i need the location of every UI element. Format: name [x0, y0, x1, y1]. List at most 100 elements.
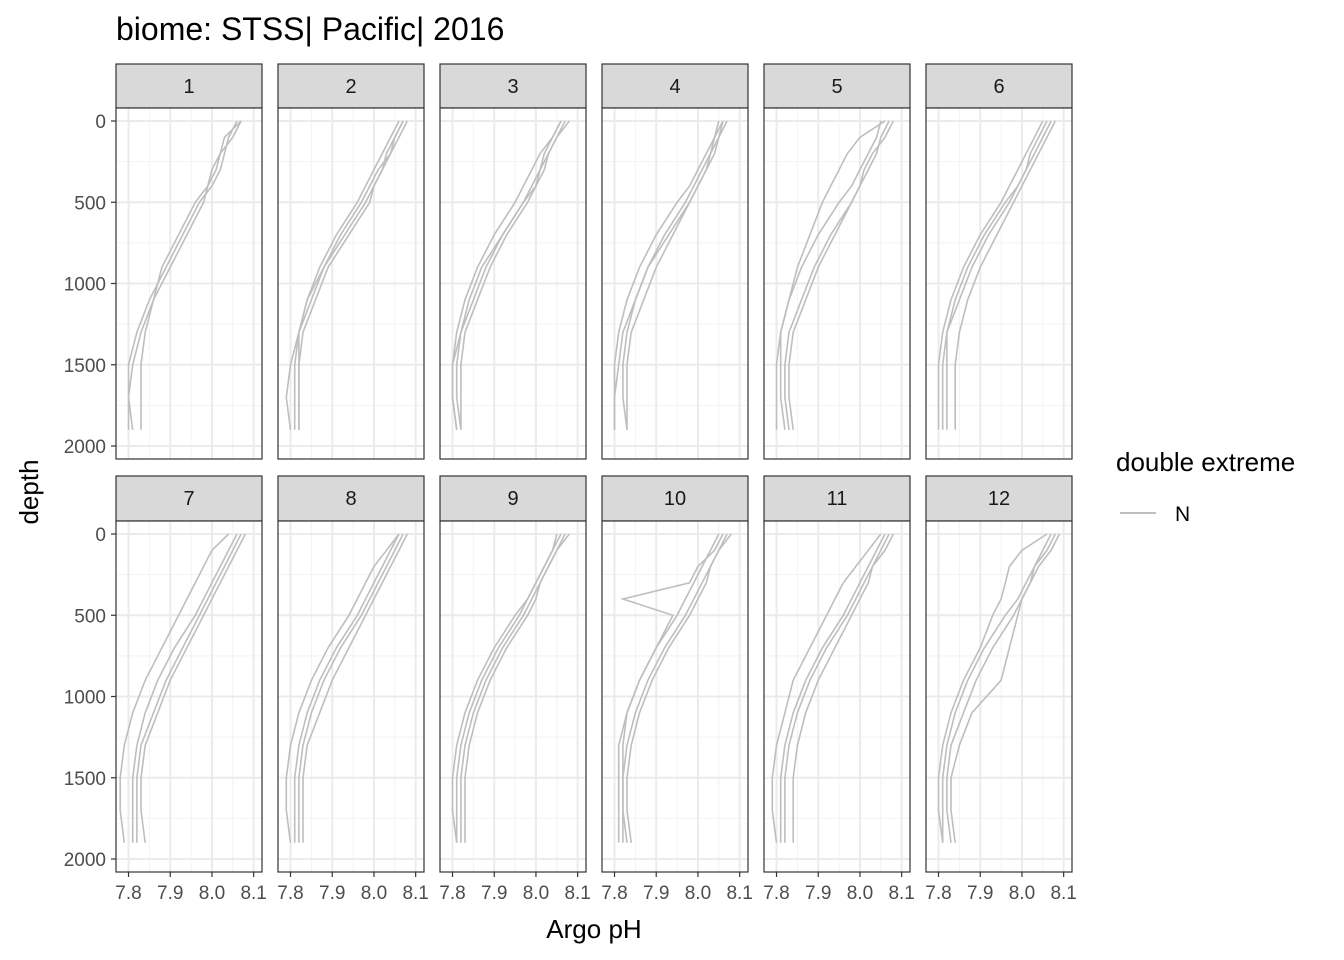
profile-line [775, 120, 882, 430]
profile-line [127, 120, 238, 430]
facet-panel-5: 5 [763, 63, 911, 460]
y-tick-label: 1500 [64, 356, 106, 377]
legend-label-N: N [1175, 503, 1190, 526]
profile-line [617, 533, 720, 843]
x-tick-label: 8.0 [685, 883, 711, 904]
profile-line [131, 533, 238, 843]
facet-panel-9: 9 7.8 7.9 8.0 8.1 [439, 475, 591, 904]
y-tick-label: 0 [95, 112, 106, 133]
profile-line [792, 533, 890, 843]
facet-label: 5 [831, 76, 842, 98]
profile-line [626, 120, 724, 430]
x-tick-label: 7.9 [481, 883, 507, 904]
profile-line [954, 120, 1057, 430]
profile-line [937, 533, 1048, 843]
y-tick-label: 1000 [64, 275, 106, 296]
legend: double extreme N [1116, 447, 1295, 526]
panel-border [439, 520, 587, 873]
chart-title: biome: STSS| Pacific| 2016 [116, 11, 504, 47]
profile-line [779, 120, 886, 430]
x-tick-label: 7.9 [805, 883, 831, 904]
profile-line [293, 120, 409, 430]
profile-line [460, 120, 562, 430]
x-tick-label: 7.9 [319, 883, 345, 904]
facet-label: 11 [827, 488, 848, 510]
facet-panel-10: 10 7.8 7.9 8.0 8.1 [601, 475, 753, 904]
facet-label: 1 [183, 76, 194, 98]
y-tick-label: 2000 [64, 850, 106, 871]
y-tick-label: 0 [95, 525, 106, 546]
profile-line [298, 120, 404, 430]
facet-panel-8: 8 7.8 7.9 8.0 8.1 [277, 475, 429, 904]
profile-line [119, 533, 230, 843]
x-tick-label: 8.1 [564, 883, 590, 904]
facet-strip [601, 63, 749, 109]
facet-strip [763, 475, 911, 522]
profile-line [140, 120, 242, 430]
x-tick-label: 7.8 [601, 883, 627, 904]
profile-line [941, 120, 1052, 430]
facet-label: 3 [507, 76, 518, 98]
facet-strip [439, 475, 587, 522]
facet-panel-7: 7 0 500 1000 1500 2000 7.8 7.9 8.0 8.1 [64, 475, 267, 904]
profile-line [451, 533, 558, 843]
profile-line [779, 533, 886, 843]
facet-panel-11: 11 7.8 7.9 8.0 8.1 [763, 475, 915, 904]
legend-title: double extreme [1116, 447, 1295, 477]
x-tick-label: 8.0 [523, 883, 549, 904]
x-tick-label: 8.0 [199, 883, 225, 904]
x-tick-label: 8.1 [402, 883, 428, 904]
profile-line [946, 120, 1048, 430]
x-tick-label: 7.9 [157, 883, 183, 904]
facet-label: 10 [664, 488, 686, 510]
profile-line [937, 120, 1044, 430]
y-tick-label: 2000 [64, 437, 106, 458]
profile-line [140, 533, 247, 843]
facet-panel-12: 12 7.8 7.9 8.0 8.1 [925, 475, 1077, 904]
x-tick-label: 8.1 [726, 883, 752, 904]
panel-border [601, 107, 749, 460]
x-tick-label: 8.1 [1050, 883, 1076, 904]
x-tick-label: 8.0 [847, 883, 873, 904]
profile-line [622, 120, 728, 430]
x-tick-label: 7.8 [115, 883, 141, 904]
facet-strip [277, 475, 425, 522]
profile-line [784, 120, 895, 430]
facet-strip [439, 63, 587, 109]
profile-line [302, 533, 409, 843]
x-tick-label: 8.0 [361, 883, 387, 904]
facet-strip [925, 475, 1073, 522]
y-tick-label: 1500 [64, 769, 106, 790]
x-tick-label: 8.1 [240, 883, 266, 904]
x-axis-title: Argo pH [546, 914, 641, 944]
y-tick-label: 1000 [64, 688, 106, 709]
panel-border [763, 520, 911, 873]
profile-line [451, 120, 562, 430]
facet-panel-4: 4 [601, 63, 749, 460]
profile-line [298, 533, 404, 843]
x-tick-label: 7.9 [967, 883, 993, 904]
profile-line [455, 120, 570, 430]
y-axis-title: depth [14, 459, 44, 524]
facet-label: 6 [993, 76, 1004, 98]
profile-line [136, 533, 242, 843]
x-tick-label: 8.0 [1009, 883, 1035, 904]
facet-label: 4 [669, 76, 680, 98]
facet-strip [115, 63, 263, 109]
panel-border [925, 107, 1073, 460]
profile-line [771, 533, 882, 843]
panel-border [277, 520, 425, 873]
facet-strip [763, 63, 911, 109]
profile-line [946, 533, 1061, 843]
x-tick-label: 7.8 [763, 883, 789, 904]
x-tick-label: 7.8 [925, 883, 951, 904]
facet-label: 7 [183, 488, 194, 510]
x-tick-label: 7.9 [643, 883, 669, 904]
facet-panel-1: 1 0 500 1000 1500 2000 [64, 63, 263, 460]
facet-strip [277, 63, 425, 109]
facet-label: 12 [988, 488, 1010, 510]
facet-label: 2 [345, 76, 356, 98]
x-tick-label: 8.1 [888, 883, 914, 904]
